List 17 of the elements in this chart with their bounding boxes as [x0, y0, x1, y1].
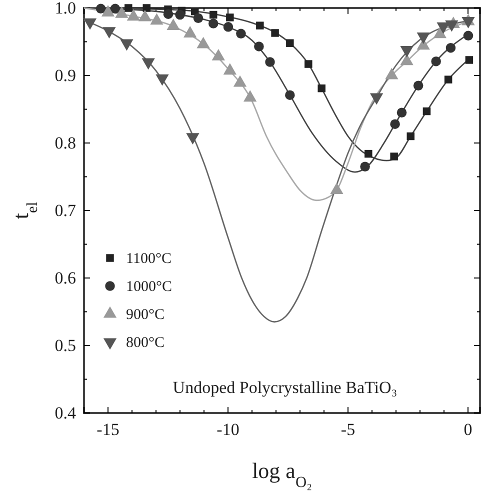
y-tick-label: 0.4: [54, 403, 76, 422]
y-tick-label: 0.9: [54, 66, 76, 85]
x-tick-label: -5: [340, 420, 356, 440]
legend-label: 1100°C: [126, 251, 172, 267]
x-tick-label: -10: [216, 420, 240, 440]
legend-label: 900°C: [126, 307, 165, 323]
y-tick-label: 0.6: [54, 268, 76, 288]
x-tick-label: -15: [96, 420, 120, 440]
legend-label: 800°C: [126, 335, 165, 351]
annotation: Undoped Polycrystalline BaTiO₃: [172, 378, 398, 397]
y-tick-label: 1.0: [54, 0, 76, 18]
legend-label: 1000°C: [126, 279, 172, 295]
y-tick-label: 0.5: [54, 336, 76, 355]
y-tick-label: 0.8: [54, 133, 76, 152]
x-tick-label: 0: [464, 420, 472, 440]
x-axis-title: log a$_{O₂}$: [252, 458, 312, 490]
y-tick-label: 0.7: [54, 200, 76, 220]
